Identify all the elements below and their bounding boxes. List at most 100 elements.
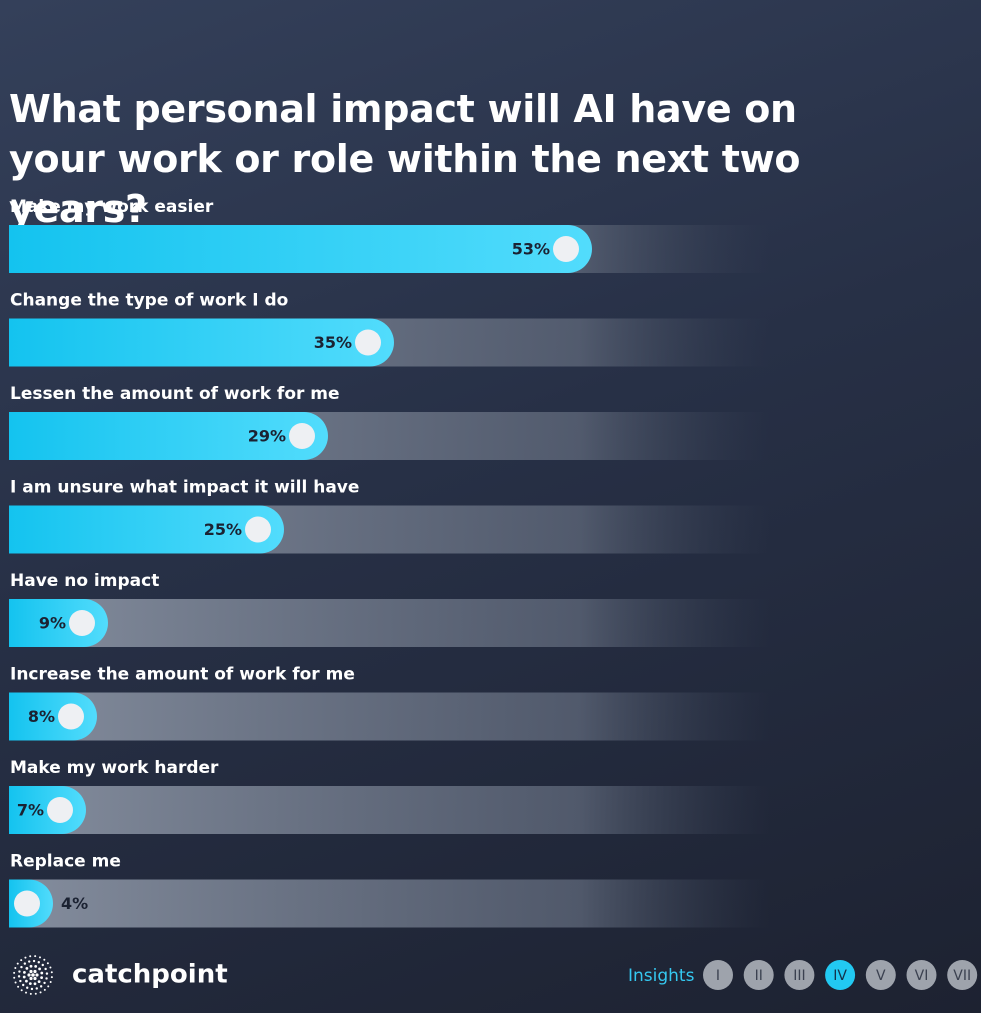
logo-dot (13, 971, 16, 974)
bar (9, 318, 395, 367)
bar-knob (69, 610, 95, 636)
bar-track (9, 786, 770, 834)
logo-dot (37, 980, 41, 984)
nav-page-circle[interactable] (825, 960, 856, 990)
category-label: Increase the amount of work for me (10, 665, 355, 685)
logo-dot (26, 986, 29, 989)
logo-dot (38, 967, 42, 971)
logo-dot (29, 976, 33, 981)
nav-page-circle[interactable] (865, 960, 896, 990)
logo-dot (20, 989, 23, 992)
nav-page-label[interactable]: I (716, 968, 720, 984)
logo-dot (50, 976, 53, 979)
logo-dot (43, 981, 46, 985)
nav-page[interactable]: IV (825, 960, 856, 990)
nav-page[interactable]: I (703, 960, 733, 990)
logo-dot (45, 972, 49, 975)
logo-dot (29, 992, 32, 995)
category-label: Replace me (10, 852, 121, 872)
category-label: Lessen the amount of work for me (10, 384, 340, 404)
nav-page-label[interactable]: IV (833, 968, 847, 984)
category-label: Have no impact (10, 571, 159, 591)
logo-dot (49, 980, 52, 983)
nav-page-label[interactable]: VII (953, 968, 971, 984)
nav-page-circle[interactable] (784, 960, 815, 990)
bar-track (9, 599, 770, 647)
nav-page-circle[interactable] (947, 960, 978, 990)
logo-dot (25, 991, 28, 994)
nav-page-circle[interactable] (906, 960, 937, 990)
logo-dot (13, 976, 16, 979)
logo-dot (43, 958, 46, 961)
bar (9, 225, 592, 273)
bar-knob (245, 516, 271, 543)
logo-dot (18, 970, 21, 973)
nav-page-label[interactable]: V (876, 968, 886, 984)
value-label: 7% (17, 801, 44, 820)
category-label: Make my work easier (10, 197, 214, 217)
value-label: 35% (314, 333, 352, 352)
category-label: Make my work harder (10, 758, 219, 778)
logo-dot (27, 973, 31, 977)
logo-dot (31, 973, 35, 977)
nav-page[interactable]: II (743, 960, 774, 990)
logo-dot (28, 960, 31, 963)
logo-mark (13, 955, 53, 995)
nav-page-circle[interactable] (703, 960, 733, 990)
logo-dot (41, 963, 44, 967)
nav-page[interactable]: VI (906, 960, 937, 990)
bar-knob (553, 236, 579, 262)
logo-dot (47, 985, 50, 988)
nav-page-label[interactable]: VI (915, 968, 929, 984)
logo-dot (34, 955, 37, 958)
nav-page-label[interactable]: III (793, 968, 805, 984)
category-label: Change the type of work I do (10, 291, 288, 311)
logo-dot (20, 965, 23, 969)
logo-dot (32, 959, 36, 963)
nav-page-circle[interactable] (743, 960, 774, 990)
chart-title: What personal impact will AI have on you… (9, 87, 801, 231)
logo-dot (25, 966, 29, 970)
logo-dot (39, 991, 42, 994)
logo-dot (30, 987, 34, 991)
nav-page[interactable]: VII (947, 960, 978, 990)
logo-dot (24, 979, 28, 983)
logo-dot (49, 966, 52, 969)
bar-knob (289, 423, 315, 449)
logo-dot (17, 985, 20, 988)
logo-dot (23, 962, 27, 965)
nav-page-label[interactable]: II (755, 968, 763, 984)
logo-dot (35, 987, 38, 990)
logo-dot (14, 967, 17, 970)
logo-dot (37, 961, 40, 964)
logo-dot (34, 965, 38, 968)
value-label: 53% (512, 240, 550, 259)
value-label: 25% (204, 520, 242, 539)
logo-dot (34, 992, 37, 995)
bar-track (9, 879, 770, 928)
value-label: 29% (248, 427, 286, 446)
logo-dot (29, 969, 33, 974)
nav-page[interactable]: V (865, 960, 896, 990)
logo-dot (43, 988, 46, 991)
logo-dot (33, 976, 37, 981)
logo-dot (28, 982, 32, 985)
nav-page[interactable]: III (784, 960, 815, 990)
logo-dot (38, 956, 41, 959)
logo-dot (24, 956, 27, 959)
logo-dot (50, 971, 53, 974)
bar-knob (58, 703, 84, 730)
bar-knob (14, 890, 40, 917)
logo-dot (22, 975, 26, 979)
logo-dot (19, 979, 22, 983)
logo-dot (16, 962, 19, 965)
logo-dot (20, 959, 23, 962)
logo-dot (22, 983, 25, 987)
logo-dot (33, 969, 37, 974)
category-label: I am unsure what impact it will have (10, 478, 359, 498)
bar-knob (355, 329, 381, 356)
logo-dot (35, 973, 39, 977)
bar (9, 505, 284, 554)
